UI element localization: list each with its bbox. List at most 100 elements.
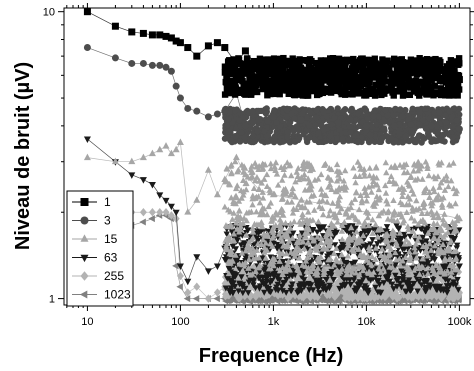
series-point	[328, 186, 335, 193]
series-point	[308, 259, 316, 266]
series-point	[426, 240, 433, 247]
series-point	[261, 127, 268, 135]
series-point	[273, 170, 281, 177]
series-point	[398, 284, 405, 291]
series-point	[239, 284, 246, 291]
series-point	[264, 138, 271, 145]
series-point	[256, 274, 264, 281]
series-point	[323, 245, 331, 252]
series-point	[288, 288, 295, 294]
series-point	[340, 276, 348, 283]
series-point	[431, 188, 438, 195]
series-point	[287, 284, 295, 291]
series-point	[403, 161, 410, 168]
series-point	[367, 131, 374, 139]
series-point	[426, 115, 434, 122]
series-point	[259, 223, 266, 230]
series-point	[331, 293, 339, 301]
series-point	[449, 138, 457, 146]
series-point	[410, 190, 417, 197]
series-point	[317, 239, 325, 246]
series-point	[228, 222, 235, 229]
series-point	[305, 208, 312, 215]
series-point	[450, 185, 457, 192]
series-point	[319, 211, 327, 218]
series-point	[306, 133, 313, 140]
series-point	[300, 159, 307, 166]
series-point	[290, 205, 297, 212]
series-point	[252, 293, 260, 301]
series-point	[235, 288, 242, 295]
series-point	[235, 293, 242, 301]
series-point	[314, 279, 321, 286]
series-point	[351, 195, 359, 202]
series-point	[357, 192, 364, 198]
data-point	[241, 254, 249, 261]
series-point	[312, 114, 320, 121]
series-point	[352, 238, 360, 245]
series-point	[235, 166, 242, 173]
series-point	[355, 235, 363, 241]
series-point	[446, 108, 453, 115]
series-point	[275, 273, 282, 280]
data-point	[427, 122, 435, 130]
series-point	[397, 210, 405, 217]
series-point	[241, 241, 248, 248]
series-point	[240, 177, 247, 184]
data-point	[269, 113, 277, 121]
data-point	[176, 138, 184, 145]
series-point	[350, 292, 357, 301]
data-point	[162, 197, 170, 205]
series-point	[399, 246, 406, 253]
series-point	[415, 159, 422, 165]
series-point	[437, 179, 445, 186]
series-point	[420, 199, 428, 206]
series-point	[315, 218, 322, 225]
series-point	[333, 229, 340, 236]
series-point	[404, 223, 412, 230]
series-point	[393, 294, 401, 303]
series-point	[311, 136, 319, 144]
data-point	[156, 208, 164, 217]
series-point	[250, 282, 257, 289]
series-point	[243, 231, 250, 238]
data-point	[148, 208, 156, 217]
series-point	[301, 186, 309, 193]
series-point	[430, 270, 438, 277]
series-point	[228, 229, 236, 236]
data-point	[427, 208, 435, 215]
series-point	[232, 251, 239, 258]
series-point	[245, 290, 252, 296]
series-point	[294, 278, 301, 287]
series-point	[398, 268, 405, 275]
series-point	[256, 283, 264, 290]
series-point	[414, 175, 422, 182]
series-point	[278, 283, 286, 290]
data-point	[148, 215, 155, 223]
series-point	[424, 229, 432, 236]
series-point	[366, 172, 373, 179]
series-point	[307, 293, 314, 302]
series-point	[392, 105, 399, 113]
series-point	[276, 277, 283, 284]
series-point	[249, 201, 256, 208]
data-point	[390, 122, 398, 130]
series-point	[445, 273, 452, 282]
series-point	[352, 189, 360, 196]
series-point	[369, 216, 376, 223]
series-point	[232, 132, 239, 140]
series-point	[267, 160, 274, 167]
series-point	[399, 193, 406, 200]
data-point	[167, 203, 175, 211]
series-point	[344, 293, 351, 301]
series-point	[270, 262, 277, 269]
series-point	[454, 276, 461, 283]
series-point	[443, 289, 451, 296]
series-point	[452, 190, 459, 197]
series-point	[455, 287, 462, 294]
data-point	[172, 82, 180, 90]
series-point	[377, 252, 385, 258]
data-point	[162, 208, 170, 217]
series-point	[225, 233, 233, 240]
series-point	[326, 282, 334, 289]
